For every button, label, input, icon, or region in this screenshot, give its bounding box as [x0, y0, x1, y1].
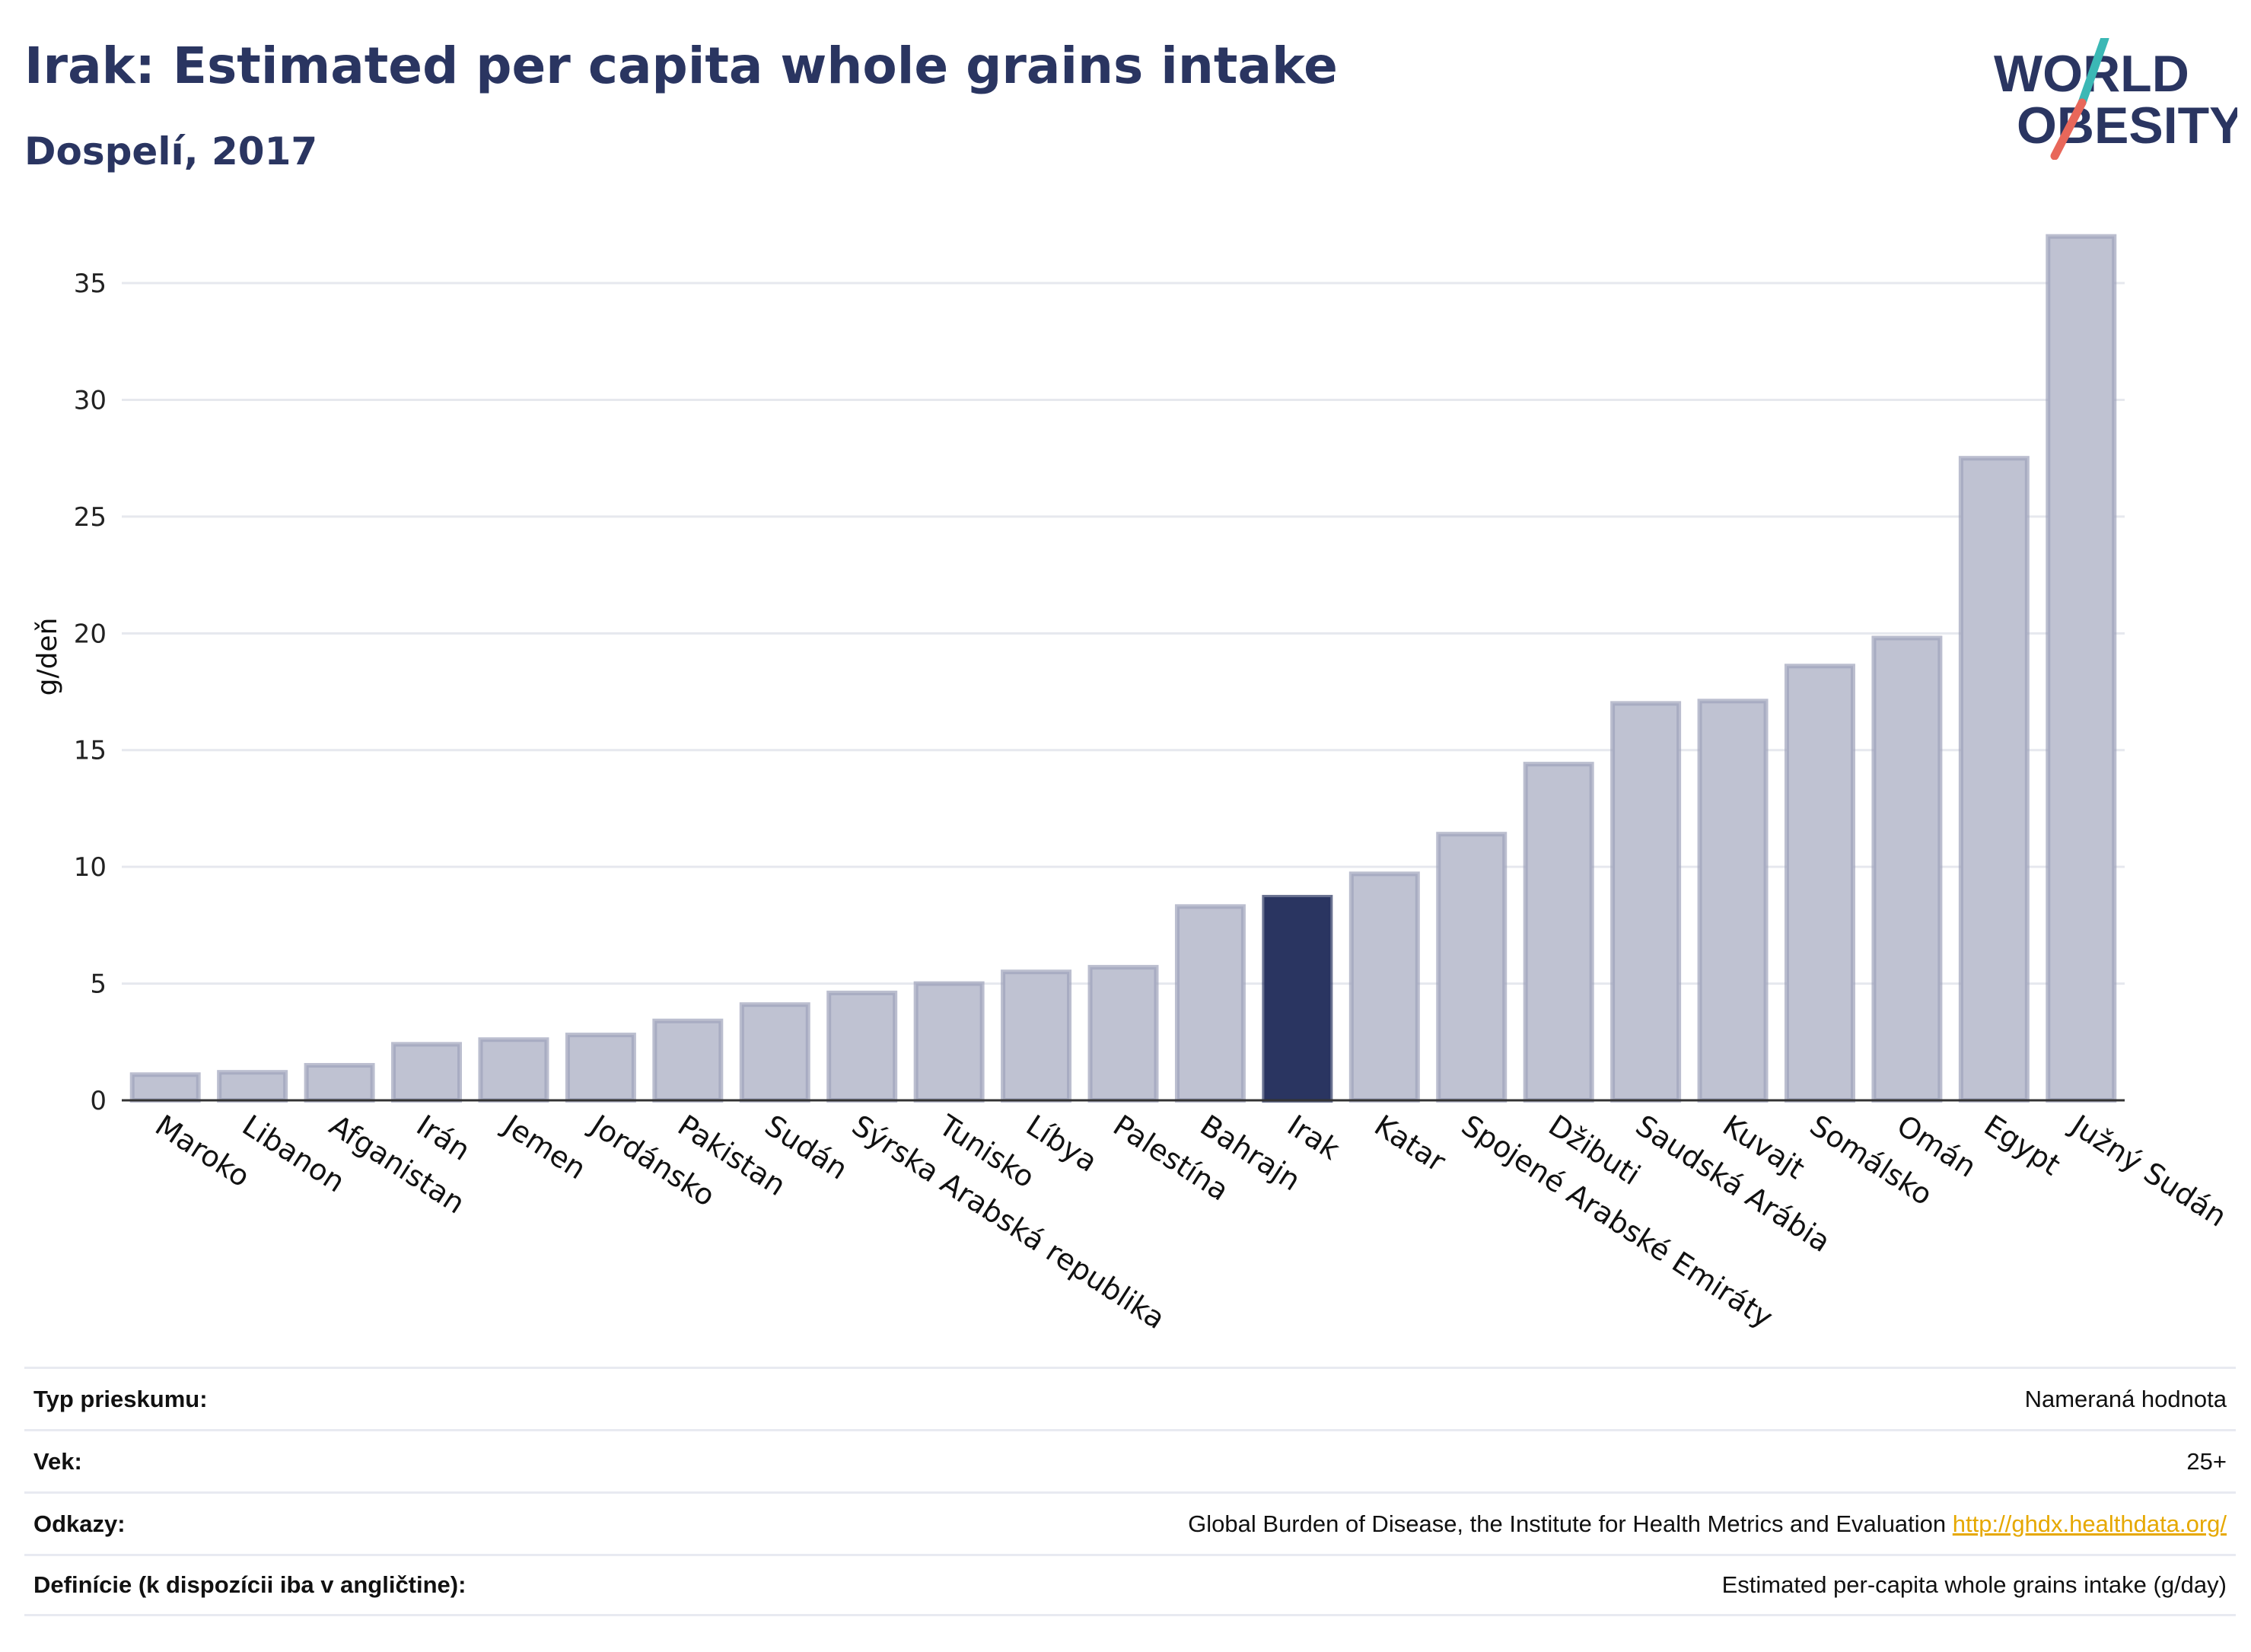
world-obesity-logo: WORLD OBESITY: [1994, 38, 2237, 160]
bar: [1262, 895, 1333, 1103]
y-tick-label: 25: [74, 502, 107, 533]
y-tick-label: 15: [74, 736, 107, 766]
logo-slash-teal: [2077, 38, 2109, 107]
chart-title: Irak: Estimated per capita whole grains …: [24, 37, 1338, 95]
info-label: Vek:: [33, 1447, 82, 1475]
bar-chart: 05101520253035g/deňMarokoLibanonAfganist…: [32, 234, 2233, 1335]
x-tick-label: Irak: [1282, 1109, 1345, 1167]
info-value: Global Burden of Disease, the Institute …: [1188, 1510, 2227, 1538]
y-axis-label: g/deň: [32, 618, 63, 696]
y-tick-label: 35: [74, 269, 107, 299]
x-tick-label: Južný Sudán: [2064, 1108, 2233, 1233]
y-tick-label: 5: [90, 969, 107, 1000]
bar: [1436, 832, 1508, 1103]
bar: [652, 1018, 724, 1103]
bar: [1523, 762, 1594, 1103]
info-row-definitions: Definície (k dispozícii iba v angličtine…: [24, 1554, 2236, 1616]
info-label: Definície (k dispozícii iba v angličtine…: [33, 1571, 466, 1598]
bar: [739, 1002, 810, 1103]
info-table: Typ prieskumu: Nameraná hodnota Vek: 25+…: [24, 1367, 2236, 1616]
info-value: Nameraná hodnota: [2024, 1385, 2227, 1412]
x-tick-label: Irán: [411, 1109, 476, 1167]
reference-text: Global Burden of Disease, the Institute …: [1188, 1510, 1947, 1537]
bar: [478, 1037, 549, 1103]
bar: [1174, 904, 1246, 1103]
info-row-references: Odkazy: Global Burden of Disease, the In…: [24, 1491, 2236, 1554]
x-tick-label: Katar: [1368, 1109, 1451, 1179]
bar: [913, 981, 985, 1103]
logo-slash-red: [2050, 98, 2087, 160]
y-tick-label: 20: [74, 619, 107, 649]
x-tick-label: Jemen: [496, 1108, 592, 1186]
info-row-age: Vek: 25+: [24, 1429, 2236, 1491]
bar: [1871, 635, 1943, 1103]
chart-subtitle: Dospelí, 2017: [24, 129, 318, 173]
info-value: 25+: [2186, 1447, 2227, 1475]
info-row-survey-type: Typ prieskumu: Nameraná hodnota: [24, 1367, 2236, 1429]
bar: [1087, 965, 1159, 1103]
y-tick-label: 0: [90, 1086, 107, 1116]
x-tick-label: Egypt: [1978, 1109, 2066, 1183]
bar: [1784, 664, 1855, 1103]
bar: [1348, 871, 1420, 1103]
logo-word-obesity: OBESITY: [2017, 97, 2237, 154]
info-label: Odkazy:: [33, 1510, 126, 1537]
y-tick-label: 30: [74, 385, 107, 415]
info-label: Typ prieskumu:: [33, 1385, 208, 1412]
bar: [1697, 699, 1769, 1103]
bar: [1001, 969, 1072, 1103]
reference-link[interactable]: http://ghdx.healthdata.org/: [1952, 1510, 2227, 1537]
info-value: Estimated per-capita whole grains intake…: [1721, 1571, 2227, 1598]
bar: [2046, 234, 2117, 1103]
x-tick-label: Maroko: [149, 1109, 256, 1194]
bar: [1958, 456, 2030, 1103]
bar: [826, 990, 898, 1103]
bar: [565, 1033, 636, 1103]
bar: [217, 1070, 288, 1103]
bar: [391, 1042, 463, 1103]
y-tick-label: 10: [74, 852, 107, 883]
bar: [304, 1062, 375, 1103]
bar: [129, 1072, 201, 1103]
bar: [1610, 701, 1682, 1103]
